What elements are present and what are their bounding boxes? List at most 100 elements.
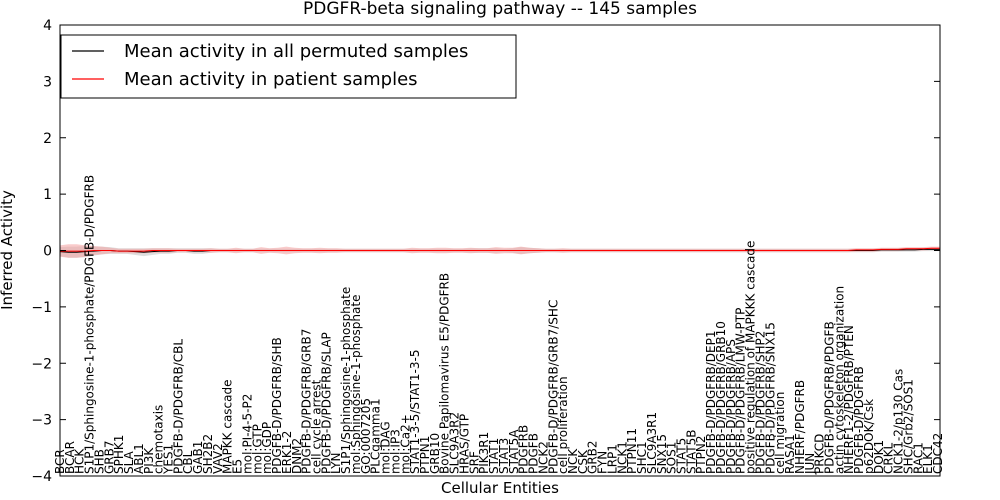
entity-label: mol:Ca2+ <box>398 414 412 474</box>
entity-label: ERK1-2 <box>280 431 294 474</box>
entity-label: CSK <box>576 449 590 474</box>
line-patient <box>60 247 940 252</box>
entity-label: PLCgamma1 <box>369 398 383 474</box>
entity-label: CDC42 <box>931 433 945 474</box>
entity-label: PDGFB-D/PDGFRB/GRB10 <box>714 321 728 474</box>
y-tick-label: −4 <box>31 469 52 485</box>
entity-labels: BCRBCARHCKS1P1/Sphingosine-1-phosphate/P… <box>53 175 945 475</box>
entity-label: PI3K <box>142 447 156 474</box>
entity-label: SLC9A3R1 <box>645 412 659 474</box>
y-axis: −4 −3 −2 −1 0 1 2 3 4 <box>31 18 940 485</box>
entity-label: LRP1 <box>605 444 619 474</box>
entity-label: SH2B2 <box>201 434 215 474</box>
legend: Mean activity in all permuted samples Me… <box>60 34 517 99</box>
entity-label: NHERF1-2/PDGFRB/PTEN <box>842 325 856 474</box>
y-tick-label: −2 <box>31 356 52 372</box>
entity-label: GRB2 <box>586 440 600 474</box>
entity-label: PDGFRB <box>517 425 531 474</box>
entity-label: NHERF/PDGFRB <box>793 380 807 474</box>
entity-label: PTPN2 <box>694 436 708 474</box>
y-tick-label: 3 <box>43 74 52 90</box>
series-lines <box>59 247 940 253</box>
legend-label-permuted: Mean activity in all permuted samples <box>124 41 468 62</box>
entity-label: PDGFB-D/PDGFRB/SHP2 <box>753 331 767 474</box>
legend-box <box>60 34 517 99</box>
entity-label: CBL <box>181 450 195 474</box>
entity-label: SLA <box>122 450 136 474</box>
entity-label: PDGFB-D/PDGFRB/DEP1 <box>704 330 718 474</box>
entity-label: PDGFB-D/PDGFRB/SLAP <box>319 332 333 474</box>
entity-label: GAB1 <box>191 441 205 474</box>
entity-label: NCK1 <box>615 441 629 474</box>
entity-label: cell proliferation <box>556 376 570 474</box>
confidence-bands <box>60 244 940 258</box>
y-tick-label: −3 <box>31 413 52 429</box>
entity-label: PIK3R1 <box>477 432 491 474</box>
entity-label: ELK1 <box>921 444 935 474</box>
entity-label: STAT5B <box>684 430 698 475</box>
entity-label: mol:Sphingosine-1-phosphate <box>349 295 363 475</box>
entity-label: PRKCD <box>813 434 827 474</box>
entity-label: CRKL <box>882 442 896 474</box>
entity-label: mol:IP3 <box>388 429 402 474</box>
entity-label: PDGFB-D/PDGFRB/GRB7/SHC <box>546 300 560 474</box>
entity-label: SHC/Grb2/SOS1 <box>901 379 915 474</box>
entity-label: PDGFB-D/PDGFRB/APS <box>724 339 738 474</box>
entity-label: E5 <box>231 459 245 474</box>
x-axis-label: Cellular Entities <box>441 479 559 497</box>
entity-label: PDGFB-D/PDGFRB/SHB <box>270 337 284 474</box>
entity-label: STAT5A <box>507 429 521 474</box>
entity-label: SOS1 <box>665 442 679 474</box>
entity-label: PDGFB <box>527 433 541 474</box>
entity-label: BCAR <box>63 441 77 474</box>
entity-label: S1P1/Sphingosine-1-phosphate/PDGFB-D/PDG… <box>83 175 97 474</box>
entity-label: SHC1 <box>635 441 649 474</box>
entity-label: chemotaxis <box>152 405 166 474</box>
entity-label: positive regulation of MAPKKK cascade <box>744 241 758 474</box>
legend-label-patient: Mean activity in patient samples <box>124 69 418 90</box>
entity-label: cell migration <box>773 392 787 474</box>
y-tick-label: 2 <box>43 131 52 147</box>
entity-label: GRB10 <box>428 433 442 474</box>
entity-label: JUN <box>803 453 817 475</box>
y-axis-label: Inferred Activity <box>0 190 16 310</box>
entity-label: actin cytoskeleton organization <box>832 286 846 474</box>
entity-label: RASA1 <box>783 434 797 474</box>
entity-label: DOK1 <box>872 440 886 474</box>
entity-label: VAV2 <box>211 443 225 474</box>
entity-label: SRF <box>467 451 481 474</box>
entity-label: PDGFB-D/PDGFRB/LMW-PTP <box>734 308 748 474</box>
entity-label: RAC1 <box>911 442 925 474</box>
entity-label: PDGFB-D/PDGFRB <box>852 366 866 474</box>
entity-label: cell cycle arrest <box>310 379 324 474</box>
entity-label: SLC9A3R2 <box>448 412 462 474</box>
entity-label: S1P1/Sphingosine-1-phosphate <box>339 287 353 474</box>
entity-label: PDGFB-D/PDGFRB/SNX15 <box>763 322 777 474</box>
entity-label: FYN <box>596 451 610 474</box>
entity-label: PTPN1 <box>418 436 432 474</box>
entity-label: p62DOK/Csk <box>862 399 876 474</box>
entity-label: DNM2 <box>290 438 304 474</box>
entity-label: SPHK1 <box>112 435 126 474</box>
entity-label: PDGFB-D/PDGFRB/CBL <box>171 339 185 474</box>
entity-label: PTPN11 <box>625 428 639 474</box>
entity-label: SHB <box>93 449 107 474</box>
entity-label: STAT1 <box>487 438 501 474</box>
chart-title: PDGFR-beta signaling pathway -- 145 samp… <box>303 0 697 19</box>
y-tick-label: 4 <box>43 18 52 34</box>
entity-label: NCK2 <box>536 441 550 474</box>
entity-label: YES1 <box>162 444 176 475</box>
entity-label: HRAS/GTP <box>458 414 472 474</box>
entity-label: HCK <box>73 448 87 474</box>
entity-label: MAPKK cascade <box>221 379 235 474</box>
entity-label: NCK <box>566 448 580 474</box>
entity-label: STAT3 <box>497 438 511 474</box>
entity-label: ABL1 <box>132 443 146 474</box>
entity-label: PDGFB-D/PDGFRB/PDGFB <box>823 321 837 474</box>
entity-label: GO:0007205 <box>359 398 373 474</box>
entity-label: NCK1-2/p130 Cas <box>892 369 906 474</box>
entity-label: STAT1-3-5/STAT1-3-5 <box>408 350 422 474</box>
y-tick-label: 0 <box>43 244 52 260</box>
entity-label: mol:GDP <box>260 422 274 474</box>
